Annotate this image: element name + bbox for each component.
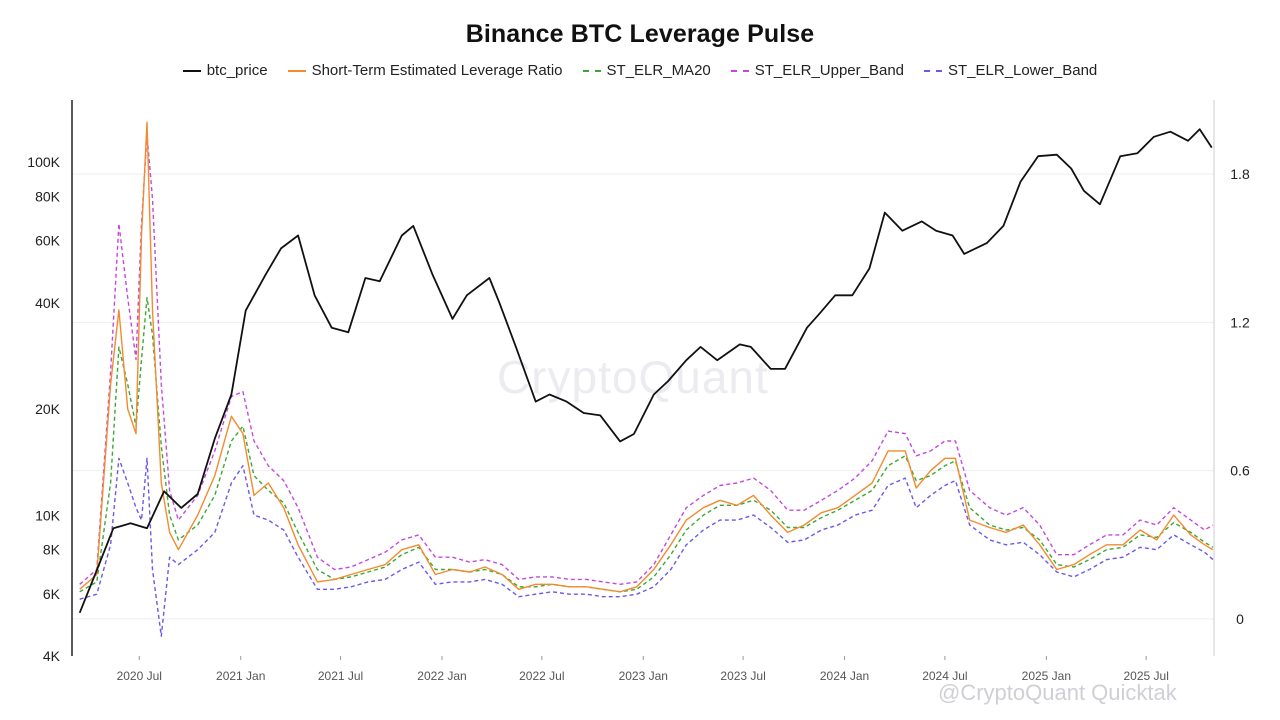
y-left-tick-label: 4K bbox=[43, 648, 61, 664]
series-line-short-term-estimated-leverage-ratio bbox=[79, 121, 1214, 593]
chart-title: Binance BTC Leverage Pulse bbox=[465, 20, 815, 48]
x-tick-label: 2024 Jan bbox=[820, 669, 869, 683]
x-tick-label: 2025 Jul bbox=[1123, 669, 1168, 683]
legend-item[interactable]: Short-Term Estimated Leverage Ratio bbox=[287, 62, 563, 79]
series-lines bbox=[78, 121, 1214, 637]
y-right-tick-label: 0.6 bbox=[1230, 463, 1250, 479]
x-tick-label: 2020 Jul bbox=[117, 669, 162, 683]
series-line-st-elr-upper-band bbox=[79, 133, 1214, 585]
legend-swatch bbox=[287, 69, 306, 72]
y-left-tick-label: 100K bbox=[27, 154, 60, 170]
y-left-tick-label: 10K bbox=[35, 507, 61, 523]
y-right-tick-label: 1.8 bbox=[1230, 166, 1250, 182]
series-line-st-elr-ma20 bbox=[79, 297, 1214, 593]
legend-swatch bbox=[582, 69, 601, 72]
legend-item[interactable]: btc_price bbox=[182, 62, 268, 79]
legend-item[interactable]: ST_ELR_MA20 bbox=[582, 62, 711, 79]
chart-legend: btc_price Short-Term Estimated Leverage R… bbox=[0, 62, 1280, 79]
legend-label: ST_ELR_Lower_Band bbox=[948, 62, 1098, 79]
x-tick-label: 2025 Jan bbox=[1022, 669, 1071, 683]
legend-item[interactable]: ST_ELR_Upper_Band bbox=[730, 62, 905, 79]
axes bbox=[71, 100, 1215, 660]
legend-label: ST_ELR_Upper_Band bbox=[754, 62, 905, 79]
grid-lines bbox=[72, 173, 1214, 620]
legend-swatch bbox=[182, 69, 201, 72]
tick-labels: 4K 6K 8K 10K 20K 40K 60K 80K 100K 0 0.6 1.2 1.8 2020 … bbox=[27, 154, 1250, 683]
y-left-tick-label: 40K bbox=[35, 295, 61, 311]
x-tick-label: 2021 Jan bbox=[216, 669, 265, 683]
y-left-tick-label: 6K bbox=[43, 586, 61, 602]
y-left-tick-label: 8K bbox=[43, 542, 61, 558]
x-tick-label: 2023 Jan bbox=[619, 669, 668, 683]
x-tick-label: 2023 Jul bbox=[720, 669, 765, 683]
x-tick-label: 2022 Jan bbox=[417, 669, 466, 683]
y-right-tick-label: 1.2 bbox=[1230, 314, 1250, 330]
legend-label: Short-Term Estimated Leverage Ratio bbox=[311, 62, 563, 79]
legend-item[interactable]: ST_ELR_Lower_Band bbox=[924, 62, 1097, 79]
y-left-tick-label: 60K bbox=[35, 233, 61, 249]
cryptoquant-logo-watermark: CryptoQuant bbox=[497, 351, 769, 403]
y-left-tick-label: 80K bbox=[35, 188, 61, 204]
legend-label: ST_ELR_MA20 bbox=[606, 62, 711, 79]
series-line-btc-price bbox=[78, 128, 1213, 614]
legend-swatch bbox=[730, 69, 749, 72]
x-tick-label: 2021 Jul bbox=[318, 669, 363, 683]
y-left-tick-label: 20K bbox=[35, 401, 61, 417]
y-right-tick-label: 0 bbox=[1236, 611, 1244, 627]
x-tick-label: 2022 Jul bbox=[519, 669, 564, 683]
series-line-st-elr-lower-band bbox=[79, 457, 1214, 637]
x-tick-label: 2024 Jul bbox=[922, 669, 967, 683]
legend-swatch bbox=[924, 69, 943, 72]
legend-label: btc_price bbox=[206, 62, 268, 79]
quicktake-watermark: @CryptoQuant Quicktak bbox=[938, 680, 1177, 705]
